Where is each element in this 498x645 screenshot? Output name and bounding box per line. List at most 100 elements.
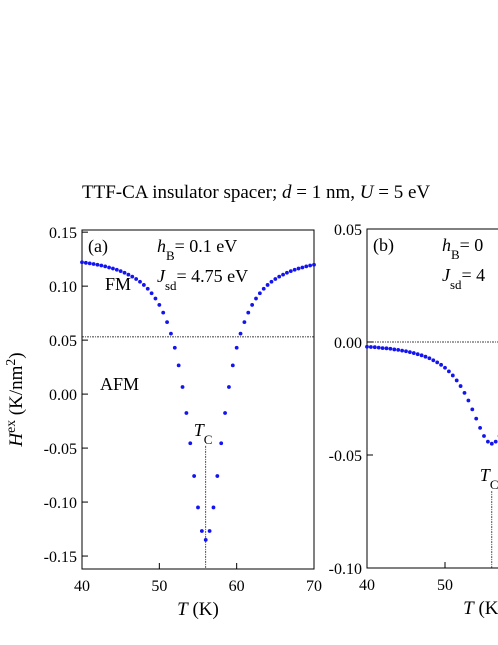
data-point (439, 362, 443, 367)
annotation: Jsd= 4.75 eV (157, 266, 248, 293)
data-point (257, 291, 262, 296)
data-point (380, 346, 385, 351)
data-point (277, 274, 282, 279)
tc-label: TC (480, 465, 498, 492)
text-part: C (490, 477, 498, 492)
data-point (223, 411, 227, 415)
x-tick-label: 40 (74, 578, 90, 595)
data-point (184, 411, 189, 415)
text-part: B (451, 247, 460, 262)
data-point (95, 262, 100, 267)
data-point (99, 263, 104, 268)
text-part: B (166, 248, 175, 263)
data-point (91, 262, 96, 266)
data-point (80, 260, 84, 265)
data-point (165, 320, 169, 324)
data-point (203, 537, 208, 542)
y-tick-label: 0.05 (334, 222, 362, 239)
text-part: d (282, 182, 292, 203)
data-point (180, 385, 185, 389)
text-part: ex (3, 420, 18, 433)
text-part: = 0 (460, 235, 484, 255)
text-part: H (6, 432, 27, 448)
panel-label: (a) (88, 236, 108, 257)
data-point (369, 345, 373, 349)
data-point (169, 331, 173, 336)
data-point (126, 272, 131, 277)
x-tick-label: 50 (151, 578, 167, 595)
data-point (141, 283, 146, 287)
x-tick-label: 70 (306, 578, 322, 595)
data-point (443, 365, 447, 370)
y-tick-label: 0.10 (49, 279, 77, 296)
data-point (427, 356, 432, 361)
text-part: = 4 (462, 265, 486, 285)
x-axis-title: T (K) (177, 599, 219, 620)
text-part: (K) (474, 598, 498, 619)
data-point (172, 345, 177, 350)
y-tick-label: -0.05 (44, 441, 77, 458)
text-part: TTF-CA insulator spacer; (82, 182, 282, 203)
plot-frame (366, 228, 498, 569)
y-tick-label: 0.00 (49, 387, 77, 404)
tc-label: TC (194, 420, 213, 447)
data-point (250, 303, 255, 307)
data-point (281, 272, 285, 277)
data-point (211, 505, 216, 510)
data-point (312, 262, 316, 267)
data-point (423, 354, 428, 359)
y-tick-label: -0.10 (44, 495, 77, 512)
region-label: FM (105, 274, 131, 294)
text-part: J (157, 266, 166, 286)
data-point (134, 277, 139, 281)
x-tick-label: 40 (359, 577, 375, 594)
data-point (114, 267, 119, 272)
y-tick-label: 0.00 (334, 335, 362, 352)
data-point (482, 434, 486, 438)
data-point (238, 331, 243, 336)
y-tick-label: -0.10 (329, 561, 362, 578)
data-point (489, 441, 494, 446)
panel-label: (b) (373, 235, 394, 256)
text-part: (K) (188, 599, 219, 620)
data-point (288, 269, 293, 274)
data-point (493, 439, 498, 444)
data-point (411, 351, 416, 355)
text-part: T (177, 599, 189, 620)
text-part: = 1 nm, (292, 182, 360, 203)
data-point (215, 474, 220, 478)
text-part: = 4.75 eV (177, 266, 249, 286)
region-label: AFM (100, 374, 139, 394)
text-part: T (194, 420, 206, 440)
data-point (269, 279, 274, 284)
data-point (296, 266, 301, 271)
text-part: T (463, 598, 475, 619)
data-point (227, 385, 231, 389)
data-point (103, 264, 108, 269)
data-point (308, 263, 313, 268)
data-point (292, 267, 297, 272)
data-point (435, 360, 440, 365)
data-point (396, 348, 401, 352)
annotation: hB= 0.1 eV (157, 236, 237, 263)
annotation: hB= 0 (442, 235, 483, 262)
data-point (470, 407, 475, 412)
data-point (300, 265, 305, 270)
data-point (462, 390, 467, 395)
data-point (388, 346, 393, 351)
data-point (107, 265, 111, 270)
data-point (254, 296, 258, 301)
data-point (145, 286, 150, 291)
text-part: = 0.1 eV (175, 236, 238, 256)
data-point (273, 277, 278, 281)
data-point (83, 260, 88, 265)
data-point (454, 378, 459, 383)
data-point (304, 264, 309, 269)
text-part: ) (6, 352, 27, 358)
y-tick-label: 0.15 (49, 225, 77, 242)
text-part: 2 (3, 359, 18, 366)
data-point (157, 303, 162, 307)
data-point (87, 261, 92, 266)
